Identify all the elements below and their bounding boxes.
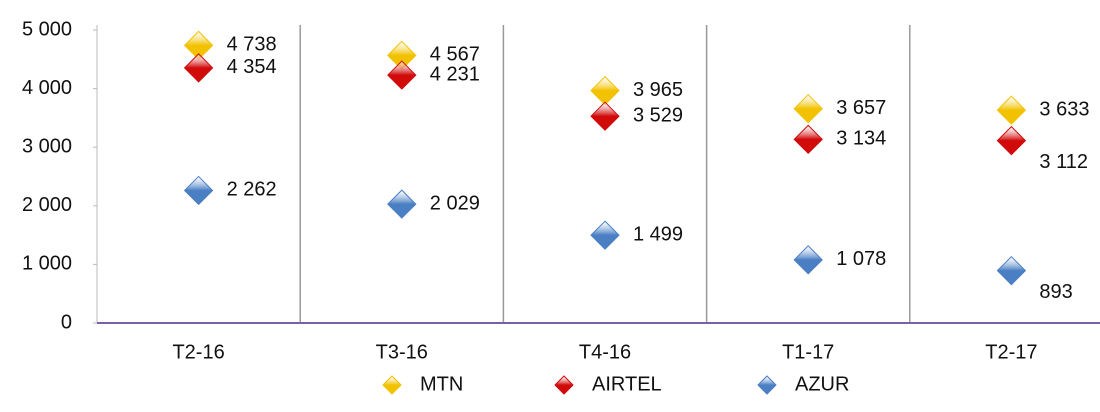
data-label: 4 567 (430, 44, 480, 66)
x-tick-label: T2-17 (985, 341, 1037, 363)
data-label: 4 738 (227, 34, 277, 56)
marker (996, 125, 1027, 156)
legend-marker (757, 375, 777, 395)
data-label: 4 231 (430, 63, 480, 85)
data-label: 3 657 (836, 97, 886, 119)
y-tick-label: 1 000 (22, 253, 72, 275)
legend-label: AZUR (795, 373, 849, 395)
y-tick-label: 3 000 (22, 135, 72, 157)
y-tick-label: 5 000 (22, 18, 72, 40)
x-tick-label: T3-16 (376, 341, 428, 363)
data-label: 2 262 (227, 179, 277, 201)
x-tick-label: T1-17 (782, 341, 834, 363)
data-label: 1 499 (633, 223, 683, 245)
data-label: 2 029 (430, 192, 480, 214)
y-tick-label: 0 (61, 311, 72, 333)
data-label: 1 078 (836, 248, 886, 270)
data-label: 3 529 (633, 104, 683, 126)
legend-marker (382, 375, 402, 395)
marker (387, 60, 417, 90)
marker (183, 175, 214, 206)
marker (793, 124, 823, 155)
data-label: 4 354 (227, 56, 277, 78)
marker (590, 101, 620, 131)
marker (387, 189, 417, 219)
marker (996, 255, 1027, 286)
data-label: 3 633 (1039, 98, 1089, 120)
marker (996, 95, 1027, 125)
marker (183, 53, 214, 83)
marker (590, 220, 620, 250)
legend-marker (554, 375, 574, 395)
legend-label: MTN (420, 373, 463, 395)
data-label: 3 134 (836, 128, 886, 150)
y-tick-label: 2 000 (22, 194, 72, 216)
data-label: 3 965 (633, 79, 683, 101)
marker (590, 75, 620, 106)
data-label: 893 (1039, 281, 1072, 303)
marker (793, 245, 823, 275)
x-tick-label: T4-16 (579, 341, 631, 363)
legend-label: AIRTEL (592, 373, 662, 395)
marker (793, 93, 823, 124)
data-label: 3 112 (1039, 151, 1088, 173)
y-tick-label: 4 000 (22, 77, 72, 99)
x-tick-label: T2-16 (172, 341, 224, 363)
